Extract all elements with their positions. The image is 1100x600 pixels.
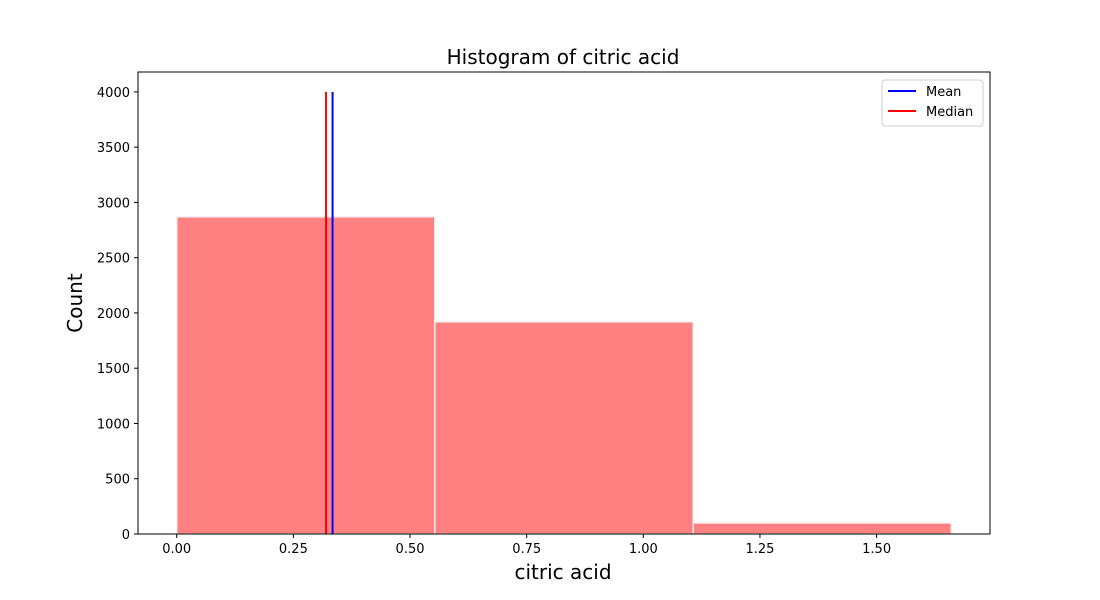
reference-lines-group [325, 91, 334, 534]
y-axis-title: Count [63, 273, 87, 333]
y-axis-ticks: 0 500 1000 1500 2000 2500 3000 3500 4000 [97, 86, 138, 543]
x-tick-label: 0.75 [512, 542, 541, 557]
histogram-bar-1 [175, 216, 436, 535]
x-axis-ticks: 0.00 0.25 0.50 0.75 1.00 1.25 1.50 [162, 534, 891, 557]
legend: Mean Median [881, 79, 984, 127]
x-axis-title: citric acid [514, 560, 611, 584]
y-tick-label: 3500 [97, 141, 130, 156]
legend-label-median: Median [926, 105, 973, 120]
chart-title: Histogram of citric acid [447, 45, 680, 69]
y-tick-label: 2000 [97, 307, 130, 322]
x-tick-label: 1.00 [629, 542, 658, 557]
y-tick-label: 500 [105, 473, 130, 488]
x-tick-label: 0.00 [162, 542, 191, 557]
x-tick-label: 1.50 [862, 542, 891, 557]
y-tick-label: 0 [122, 528, 130, 543]
legend-label-mean: Mean [926, 85, 961, 100]
y-tick-label: 2500 [97, 252, 130, 267]
x-tick-label: 0.50 [396, 542, 425, 557]
bars-group [175, 216, 953, 535]
histogram-bar-3 [692, 522, 953, 535]
y-tick-label: 1500 [97, 362, 130, 377]
y-tick-label: 3000 [97, 196, 130, 211]
histogram-bar-2 [434, 321, 694, 535]
x-tick-label: 1.25 [745, 542, 774, 557]
y-tick-label: 1000 [97, 417, 130, 432]
x-tick-label: 0.25 [279, 542, 308, 557]
y-tick-label: 4000 [97, 86, 130, 101]
plot-frame [137, 71, 991, 535]
